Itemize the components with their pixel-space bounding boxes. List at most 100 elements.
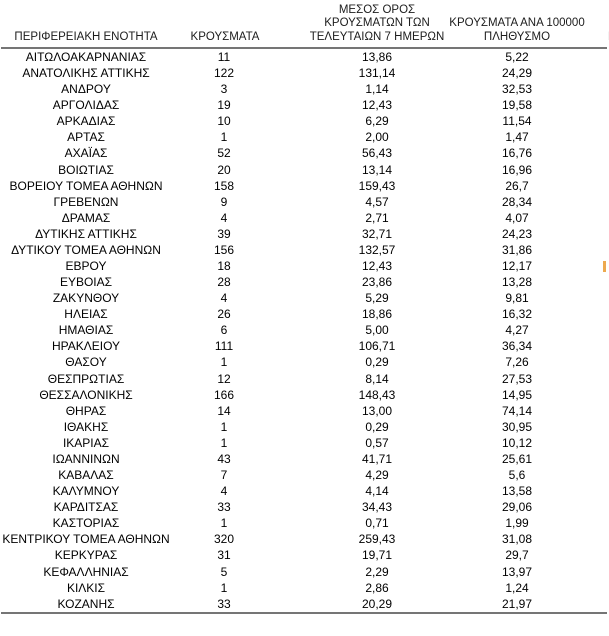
table-row: ΒΟΙΩΤΙΑΣ 20 13,14 16,96 <box>0 162 609 178</box>
cell-region: ΔΥΤΙΚΗΣ ΑΤΤΙΚΗΣ <box>35 226 137 241</box>
cell-region: ΘΕΣΣΑΛΟΝΙΚΗΣ <box>39 387 133 402</box>
header-rule <box>1 47 607 49</box>
cell-avg7: 0,29 <box>365 355 389 370</box>
cell-region: ΑΝΔΡΟΥ <box>61 82 111 97</box>
bottom-rule <box>1 612 607 614</box>
cell-cases: 156 <box>213 242 235 257</box>
cell-avg7: 4,57 <box>365 194 389 209</box>
column-header-line: ΠΛΗΘΥΣΜΟ <box>483 30 551 43</box>
cell-per100k: 5,22 <box>505 50 529 64</box>
cell-region: ΕΒΡΟΥ <box>65 259 107 274</box>
table-row: ΑΡΓΟΛΙΔΑΣ 19 12,43 19,58 <box>0 97 609 113</box>
table-row: ΓΡΕΒΕΝΩΝ 9 4,57 28,34 <box>0 194 609 210</box>
cell-region: ΑΡΤΑΣ <box>67 130 105 145</box>
cell-region: ΒΟΙΩΤΙΑΣ <box>58 162 114 177</box>
cell-region: ΑΡΓΟΛΙΔΑΣ <box>52 98 120 113</box>
cell-avg7: 13,00 <box>361 403 393 418</box>
table-body: ΑΙΤΩΛΟΑΚΑΡΝΑΝΙΑΣ 11 13,86 5,22 ΑΝΑΤΟΛΙΚΗΣ ΑΤ… <box>0 49 609 612</box>
cell-avg7: 41,71 <box>361 451 393 466</box>
table-row: ΘΕΣΣΑΛΟΝΙΚΗΣ 166 148,43 14,95 <box>0 387 609 403</box>
cell-cases: 10 <box>217 114 231 129</box>
cell-cases: 26 <box>217 307 231 322</box>
cell-region: ΚΙΛΚΙΣ <box>66 580 106 595</box>
table-row: ΘΗΡΑΣ 14 13,00 74,14 <box>0 403 609 419</box>
cell-per100k: 4,27 <box>505 323 529 338</box>
cell-region: ΙΘΑΚΗΣ <box>63 419 109 434</box>
cell-region: ΙΩΑΝΝΙΝΩΝ <box>52 451 120 466</box>
cell-avg7: 13,86 <box>361 50 393 64</box>
cell-per100k: 13,58 <box>501 484 533 499</box>
column-header-avg7: ΜΕΣΟΣ ΟΡΟΣ ΚΡΟΥΣΜΑΤΩΝ ΤΩΝ ΤΕΛΕΥΤΑΙΩΝ 7 Η… <box>310 4 445 45</box>
cell-per100k: 29,06 <box>501 500 533 515</box>
cell-region: ΕΥΒΟΙΑΣ <box>59 275 113 290</box>
cell-avg7: 2,29 <box>365 564 389 579</box>
column-header-region: ΠΕΡΙΦΕΡΕΙΑΚΗ ΕΝΟΤΗΤΑ <box>14 31 157 45</box>
cell-cases: 20 <box>217 162 231 177</box>
cell-region: ΚΑΡΔΙΤΣΑΣ <box>53 500 119 515</box>
table-row: ΑΡΤΑΣ 1 2,00 1,47 <box>0 129 609 145</box>
cell-per100k: 25,61 <box>501 451 533 466</box>
cell-per100k: 9,81 <box>505 291 529 306</box>
cell-per100k: 32,53 <box>501 82 533 97</box>
cell-cases: 33 <box>217 596 231 611</box>
cell-avg7: 5,00 <box>365 323 389 338</box>
cell-avg7: 0,29 <box>365 419 389 434</box>
cell-region: ΘΕΣΠΡΩΤΙΑΣ <box>47 371 125 386</box>
cell-per100k: 14,95 <box>501 387 533 402</box>
cell-avg7: 4,29 <box>365 468 389 483</box>
table-row: ΚΑΒΑΛΑΣ 7 4,29 5,6 <box>0 467 609 483</box>
table-row: ΘΑΣΟΥ 1 0,29 7,26 <box>0 354 609 370</box>
table-row: ΚΙΛΚΙΣ 1 2,86 1,24 <box>0 580 609 596</box>
cell-cases: 320 <box>213 532 235 547</box>
cell-region: ΑΧΑΪΑΣ <box>64 146 108 161</box>
cell-cases: 33 <box>217 500 231 515</box>
cell-cases: 31 <box>217 548 231 563</box>
cell-region: ΚΕΡΚΥΡΑΣ <box>54 548 118 563</box>
cell-region: ΚΕΦΑΛΛΗΝΙΑΣ <box>43 564 129 579</box>
cell-region: ΚΑΛΥΜΝΟΥ <box>52 484 120 499</box>
column-header-line: ΚΡΟΥΣΜΑΤΑ ΑΝΑ 100000 <box>449 17 585 29</box>
cell-avg7: 12,43 <box>361 98 393 113</box>
cell-cases: 122 <box>213 66 235 81</box>
column-header-per100k: ΚΡΟΥΣΜΑΤΑ ΑΝΑ 100000 ΠΛΗΘΥΣΜΟ <box>449 17 584 44</box>
cell-cases: 4 <box>220 210 228 225</box>
cell-avg7: 20,29 <box>361 596 393 611</box>
cell-avg7: 148,43 <box>358 387 396 402</box>
cell-per100k: 1,47 <box>505 130 529 145</box>
table-row: ΚΑΛΥΜΝΟΥ 4 4,14 13,58 <box>0 483 609 499</box>
cell-cases: 43 <box>217 451 231 466</box>
cell-avg7: 132,57 <box>358 242 396 257</box>
cell-per100k: 10,12 <box>501 435 533 450</box>
cell-avg7: 2,00 <box>365 130 389 145</box>
cell-avg7: 8,14 <box>365 371 389 386</box>
cell-avg7: 6,29 <box>365 114 389 129</box>
table-row: ΚΕΝΤΡΙΚΟΥ ΤΟΜΕΑ ΑΘΗΝΩΝ 320 259,43 31,08 <box>0 531 609 547</box>
cell-cases: 14 <box>217 403 231 418</box>
cell-avg7: 159,43 <box>358 178 396 193</box>
cell-per100k: 31,08 <box>501 532 533 547</box>
table-row: ΔΡΑΜΑΣ 4 2,71 4,07 <box>0 210 609 226</box>
cell-avg7: 32,71 <box>361 226 393 241</box>
clipped-highlight-mark <box>603 261 606 272</box>
cell-cases: 9 <box>220 194 228 209</box>
cell-region: ΚΑΒΑΛΑΣ <box>58 468 114 483</box>
cell-cases: 28 <box>217 275 231 290</box>
table-row: ΗΡΑΚΛΕΙΟΥ 111 106,71 36,34 <box>0 338 609 354</box>
cell-per100k: 5,6 <box>508 468 526 483</box>
table-row: ΑΝΑΤΟΛΙΚΗΣ ΑΤΤΙΚΗΣ 122 131,14 24,29 <box>0 65 609 81</box>
cell-per100k: 16,96 <box>501 162 533 177</box>
cell-cases: 18 <box>217 259 231 274</box>
cell-cases: 12 <box>217 371 231 386</box>
table-row: ΚΟΖΑΝΗΣ 33 20,29 21,97 <box>0 596 609 612</box>
cell-region: ΚΟΖΑΝΗΣ <box>57 596 115 611</box>
cell-region: ΚΕΝΤΡΙΚΟΥ ΤΟΜΕΑ ΑΘΗΝΩΝ <box>2 532 170 547</box>
cell-per100k: 13,97 <box>501 564 533 579</box>
column-header-line: ΠΕΡΙΦΕΡΕΙΑΚΗ ΕΝΟΤΗΤΑ <box>14 30 158 43</box>
table-row: ΑΝΔΡΟΥ 3 1,14 32,53 <box>0 81 609 97</box>
table-row: ΑΧΑΪΑΣ 52 56,43 16,76 <box>0 145 609 161</box>
cell-per100k: 19,58 <box>501 98 533 113</box>
cell-per100k: 16,76 <box>501 146 533 161</box>
table-row: ΗΛΕΙΑΣ 26 18,86 16,32 <box>0 306 609 322</box>
cell-region: ΓΡΕΒΕΝΩΝ <box>53 194 119 209</box>
cell-avg7: 0,71 <box>365 516 389 531</box>
